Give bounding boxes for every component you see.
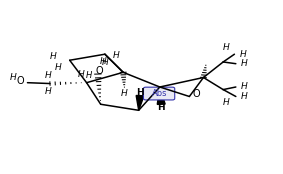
Text: H: H [50, 52, 56, 61]
Text: O: O [95, 66, 103, 76]
Text: H: H [100, 57, 107, 66]
Text: H: H [136, 88, 144, 97]
FancyBboxPatch shape [143, 87, 175, 100]
Text: H: H [55, 63, 62, 72]
Text: H: H [241, 82, 248, 91]
Text: H: H [78, 70, 84, 78]
Text: H: H [241, 59, 248, 68]
Text: H: H [157, 103, 165, 112]
Polygon shape [136, 96, 144, 110]
Text: H: H [102, 58, 108, 67]
Text: H: H [113, 52, 119, 60]
Text: H: H [45, 71, 52, 80]
Text: H: H [239, 50, 246, 59]
Text: H: H [241, 92, 248, 101]
Text: H: H [86, 71, 93, 80]
Text: O: O [193, 89, 200, 99]
Polygon shape [157, 87, 165, 104]
Text: Abs: Abs [151, 89, 167, 98]
Text: H: H [45, 87, 52, 96]
Text: H: H [121, 89, 128, 98]
Text: H: H [223, 43, 229, 52]
Text: H: H [10, 73, 17, 82]
Text: O: O [17, 76, 24, 86]
Text: H: H [223, 98, 229, 107]
